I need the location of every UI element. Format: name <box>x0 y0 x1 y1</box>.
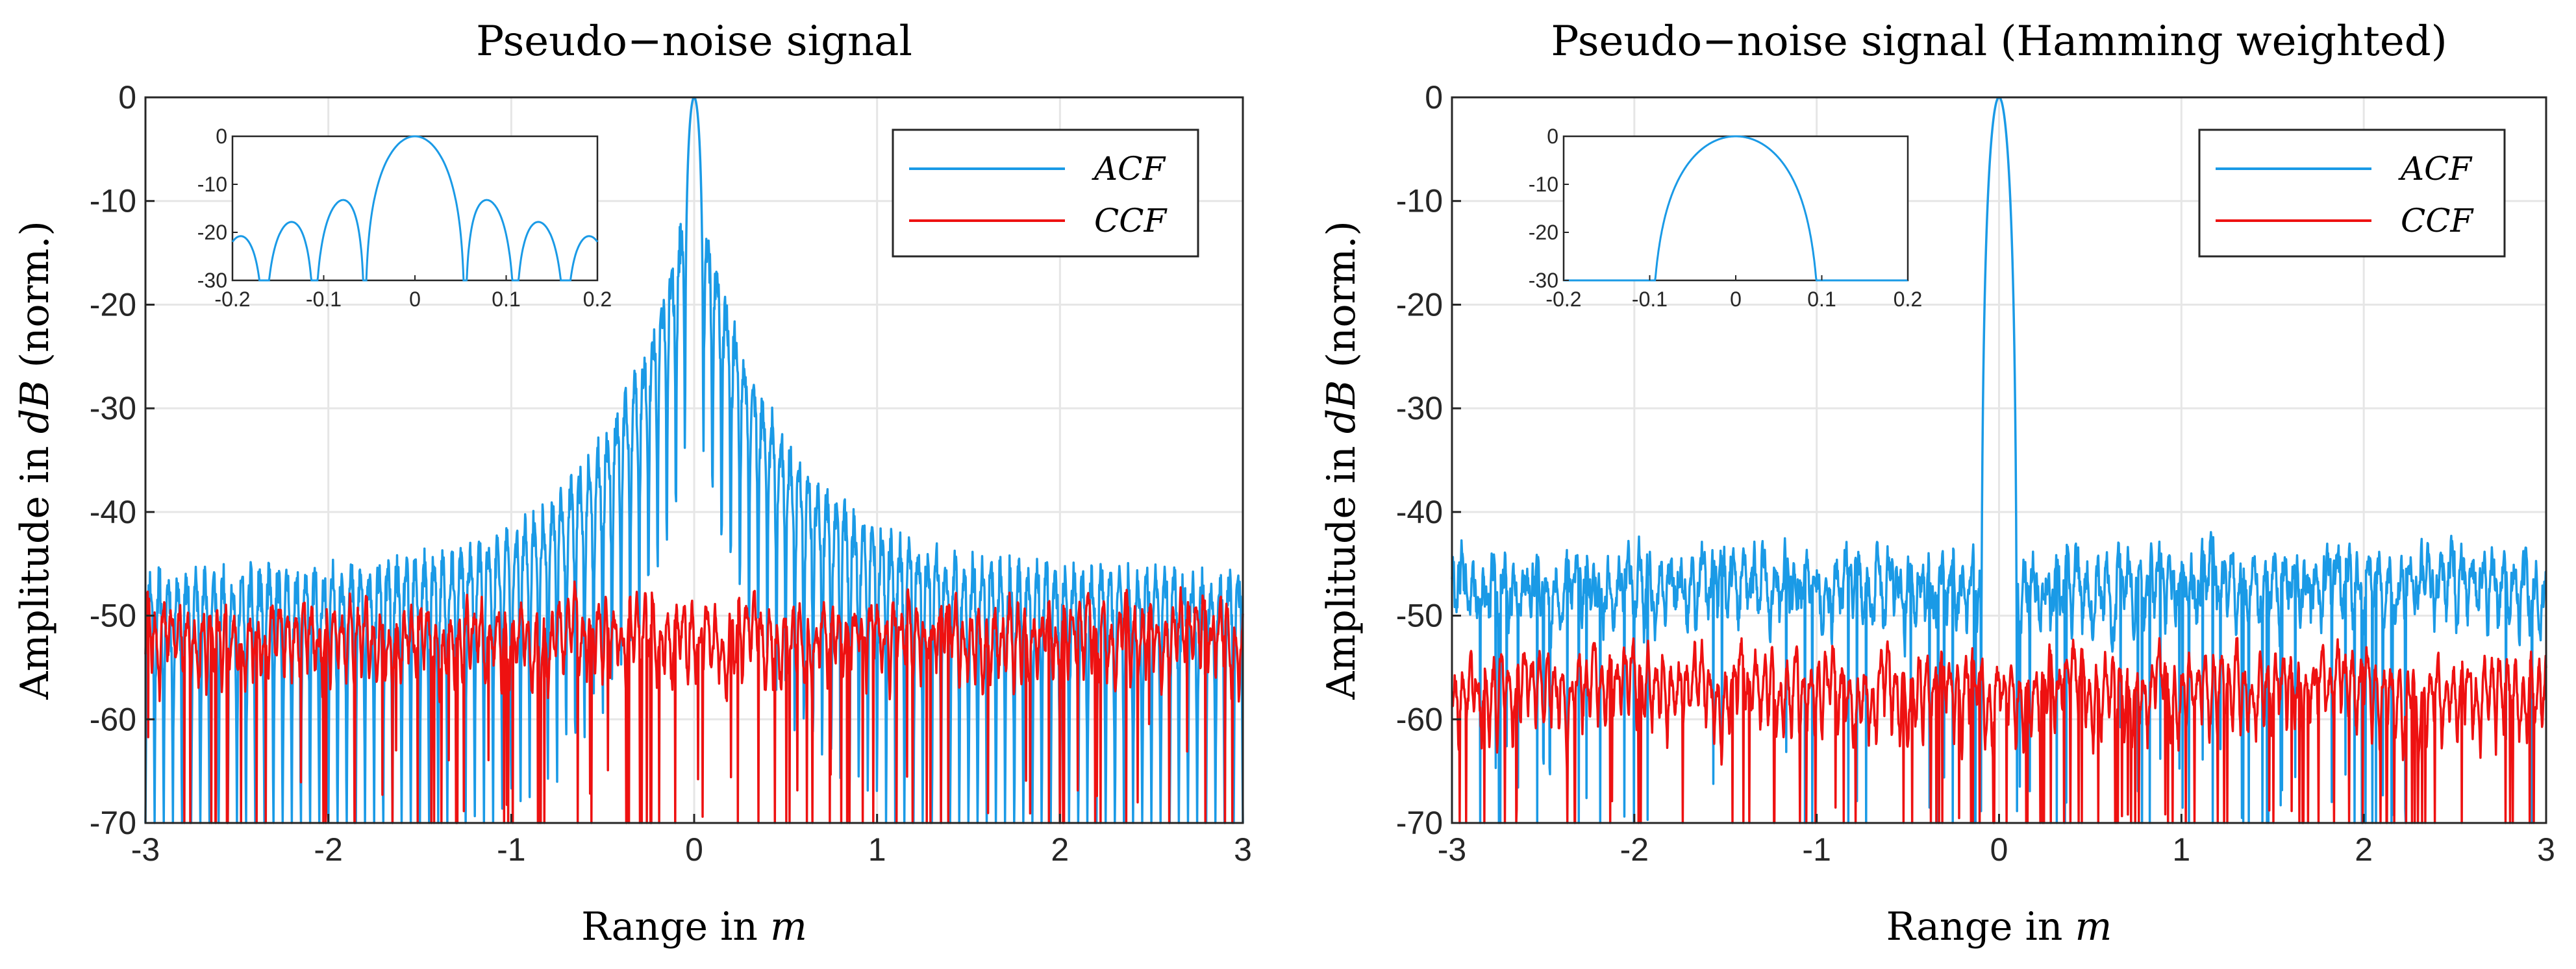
xlabel-unit: m <box>2075 904 2112 950</box>
right-ylabel-text: Amplitude in dB (norm.) <box>1319 221 1364 700</box>
inset-y-tick-label: -20 <box>197 221 227 244</box>
y-tick-label: -10 <box>1396 183 1443 219</box>
left-title: Pseudo−noise signal <box>476 18 912 66</box>
inset-x-tick-label: 0.2 <box>583 288 612 311</box>
inset-x-tick-label: -0.2 <box>214 288 250 311</box>
legend-label-ccf: CCF <box>2401 202 2475 239</box>
legend-label-ccf: CCF <box>1094 202 1168 239</box>
left-xlabel: Range in m <box>581 904 807 950</box>
inset-acf-line <box>231 135 599 282</box>
x-tick-label: -1 <box>1802 831 1831 868</box>
left-inset: -0.2 -0.1 0 0.1 0.2 0 -10 -20 -30 <box>197 125 612 311</box>
inset-acf-line <box>1564 135 1908 282</box>
x-tick-label: 1 <box>868 831 886 868</box>
ylabel-part: Amplitude in <box>1319 434 1364 700</box>
right-ylabel: Amplitude in dB (norm.) <box>1319 221 1364 700</box>
x-tick-label: 1 <box>2172 831 2190 868</box>
ylabel-part: (norm.) <box>12 221 58 380</box>
y-tick-label: -20 <box>90 286 136 323</box>
y-tick-label: -60 <box>90 701 136 737</box>
legend-box <box>2198 129 2506 258</box>
y-tick-label: -30 <box>90 390 136 426</box>
x-tick-label: 2 <box>2355 831 2373 868</box>
inset-x-tick-label: -0.1 <box>306 288 342 311</box>
legend-label-acf: ACF <box>2398 150 2473 188</box>
xlabel-part: Range in <box>1886 904 2075 950</box>
inset-y-tick-label: -10 <box>197 173 227 196</box>
inset-y-tick-label: 0 <box>216 125 227 148</box>
right-xlabel: Range in m <box>1886 904 2112 950</box>
y-tick-label: -30 <box>1396 390 1443 426</box>
inset-x-tick-label: 0.1 <box>492 288 520 311</box>
y-tick-label: -70 <box>1396 805 1443 841</box>
ylabel-unit: dB <box>1319 380 1364 434</box>
x-tick-label: 3 <box>2537 831 2555 868</box>
y-tick-label: -50 <box>1396 598 1443 634</box>
right-inset: -0.2 -0.1 0 0.1 0.2 0 -10 -20 -30 <box>1529 125 1922 311</box>
y-tick-label: -20 <box>1396 286 1443 323</box>
x-tick-label: -2 <box>1620 831 1649 868</box>
ylabel-part: Amplitude in <box>12 434 58 700</box>
x-tick-label: -3 <box>131 831 160 868</box>
inset-box <box>231 135 599 282</box>
y-tick-label: -70 <box>90 805 136 841</box>
inset-y-tick-label: -30 <box>197 269 227 292</box>
x-tick-label: 0 <box>685 831 703 868</box>
xlabel-part: Range in <box>581 904 770 950</box>
series-ccf-line <box>1451 637 2547 824</box>
left-panel: -3 -2 -1 0 1 2 30-10-20-30-40-50-60-70-0.2 -0.1… <box>90 79 1252 868</box>
right-legend: ACF CCF <box>2198 129 2506 258</box>
y-tick-label: 0 <box>118 79 136 116</box>
inset-x-tick-label: 0.2 <box>1894 288 1922 311</box>
y-tick-label: -60 <box>1396 701 1443 737</box>
inset-y-tick-label: -10 <box>1529 173 1558 196</box>
inset-y-tick-label: -20 <box>1529 221 1558 244</box>
y-tick-label: -40 <box>90 494 136 530</box>
xlabel-unit: m <box>770 904 807 950</box>
series-ccf-line <box>144 580 1244 824</box>
y-tick-label: -40 <box>1396 494 1443 530</box>
right-title: Pseudo−noise signal (Hamming weighted) <box>1551 18 2447 66</box>
inset-x-tick-label: -0.1 <box>1632 288 1668 311</box>
left-ylabel: Amplitude in dB (norm.) <box>12 221 58 700</box>
y-tick-label: -10 <box>90 183 136 219</box>
inset-x-tick-label: 0 <box>1730 288 1742 311</box>
x-tick-label: 0 <box>1990 831 2008 868</box>
legend-label-acf: ACF <box>1092 150 1166 188</box>
y-tick-label: -50 <box>90 598 136 634</box>
left-legend: ACF CCF <box>892 129 1199 258</box>
inset-box <box>1562 135 1909 282</box>
x-tick-label: -3 <box>1438 831 1466 868</box>
inset-x-tick-label: 0 <box>409 288 421 311</box>
x-tick-label: -1 <box>497 831 525 868</box>
left-ylabel-text: Amplitude in dB (norm.) <box>12 221 58 700</box>
ylabel-part: (norm.) <box>1319 221 1364 380</box>
x-tick-label: 3 <box>1234 831 1252 868</box>
x-tick-label: 2 <box>1051 831 1069 868</box>
inset-y-tick-label: -30 <box>1529 269 1558 292</box>
inset-y-tick-label: 0 <box>1547 125 1558 148</box>
right-panel: -3 -2 -1 0 1 2 30-10-20-30-40-50-60-70-0.2 -0.1… <box>1396 79 2555 868</box>
ylabel-unit: dB <box>12 380 58 434</box>
x-tick-label: -2 <box>314 831 342 868</box>
inset-x-tick-label: -0.2 <box>1545 288 1581 311</box>
legend-box <box>892 129 1199 258</box>
y-tick-label: 0 <box>1425 79 1443 116</box>
inset-x-tick-label: 0.1 <box>1807 288 1836 311</box>
